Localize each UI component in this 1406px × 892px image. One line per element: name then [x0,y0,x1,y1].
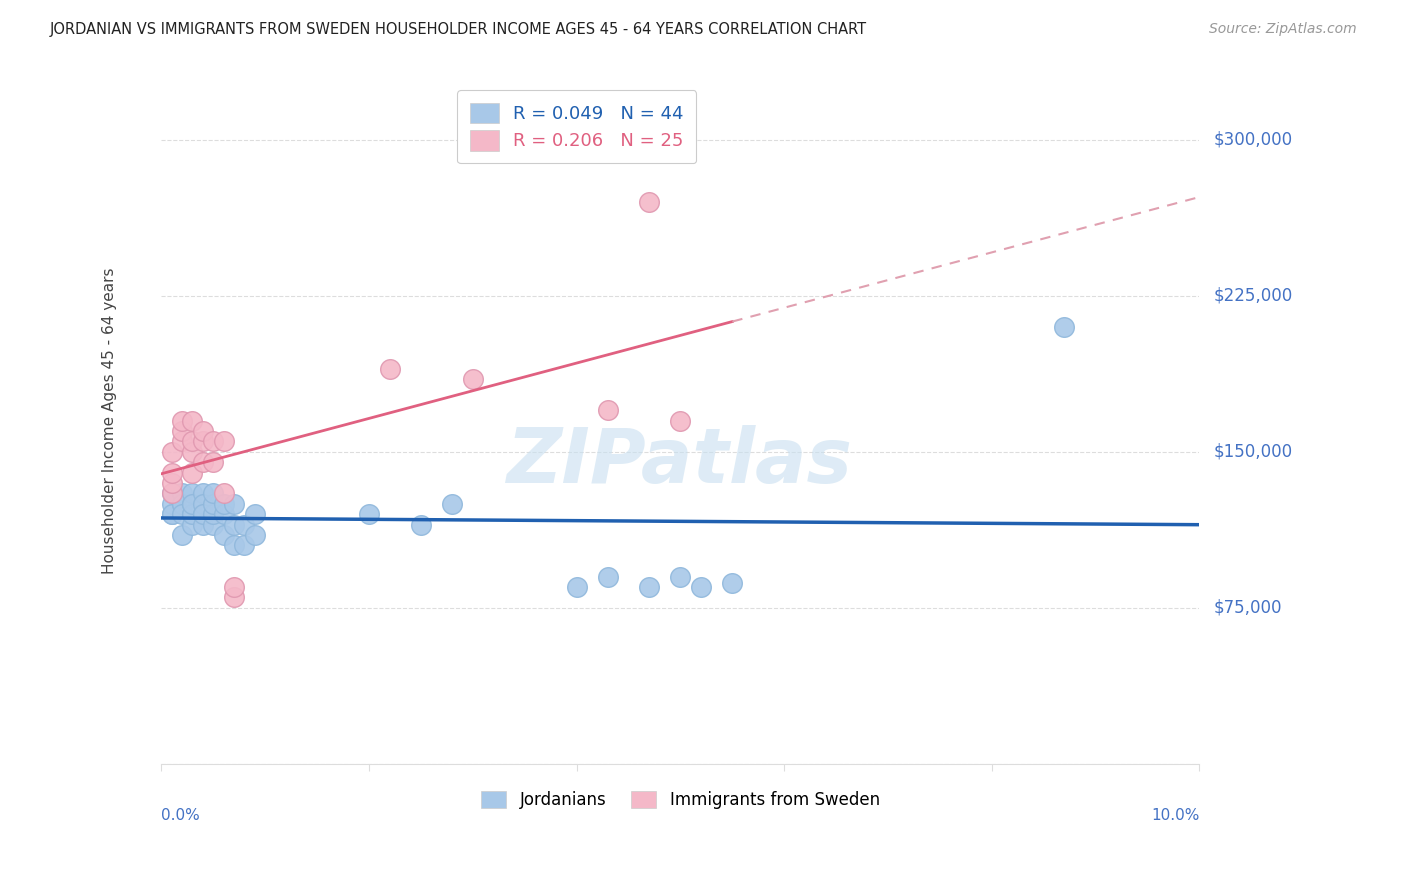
Text: $300,000: $300,000 [1213,131,1292,149]
Point [202,434,225,449]
Point [669,569,692,583]
Point [172,528,194,542]
Point [565,580,588,594]
Point [191,517,214,532]
Point [409,517,432,532]
Point [596,569,619,583]
Text: Householder Income Ages 45 - 64 years: Householder Income Ages 45 - 64 years [103,268,117,574]
Point [191,434,214,449]
Point [181,434,204,449]
Point [212,528,235,542]
Point [191,486,214,500]
Point [181,517,204,532]
Point [181,414,204,428]
Point [669,414,692,428]
Point [181,497,204,511]
Point [191,424,214,438]
Point [212,497,235,511]
Point [172,486,194,500]
Text: ZIPatlas: ZIPatlas [508,425,853,499]
Point [202,455,225,469]
Point [191,507,214,521]
Point [233,517,256,532]
Point [181,466,204,480]
Point [638,195,661,210]
Text: 10.0%: 10.0% [1152,808,1199,823]
Point [160,466,183,480]
Point [160,476,183,491]
Point [212,507,235,521]
Point [160,507,183,521]
Point [172,414,194,428]
Text: $75,000: $75,000 [1213,599,1282,617]
Point [160,486,183,500]
Point [357,507,380,521]
Point [1053,320,1076,334]
Point [243,507,266,521]
Point [440,497,463,511]
Point [160,497,183,511]
Point [181,507,204,521]
Point [160,445,183,459]
Text: 0.0%: 0.0% [162,808,200,823]
Point [222,591,245,605]
Point [181,497,204,511]
Point [202,507,225,521]
Point [212,486,235,500]
Point [181,507,204,521]
Point [160,486,183,500]
Point [690,580,713,594]
Text: JORDANIAN VS IMMIGRANTS FROM SWEDEN HOUSEHOLDER INCOME AGES 45 - 64 YEARS CORREL: JORDANIAN VS IMMIGRANTS FROM SWEDEN HOUS… [49,22,866,37]
Point [233,538,256,552]
Point [172,434,194,449]
Legend: Jordanians, Immigrants from Sweden: Jordanians, Immigrants from Sweden [472,782,889,817]
Point [222,517,245,532]
Point [172,507,194,521]
Text: $225,000: $225,000 [1213,287,1292,305]
Point [202,517,225,532]
Point [172,497,194,511]
Text: $150,000: $150,000 [1213,442,1292,461]
Point [243,528,266,542]
Point [638,580,661,594]
Point [191,497,214,511]
Point [222,538,245,552]
Point [222,497,245,511]
Point [212,434,235,449]
Point [160,507,183,521]
Point [222,580,245,594]
Point [172,497,194,511]
Point [191,455,214,469]
Point [721,575,744,590]
Text: Source: ZipAtlas.com: Source: ZipAtlas.com [1209,22,1357,37]
Point [378,361,401,376]
Point [181,486,204,500]
Point [181,445,204,459]
Point [202,486,225,500]
Point [191,507,214,521]
Point [461,372,484,386]
Point [202,497,225,511]
Point [596,403,619,417]
Point [172,424,194,438]
